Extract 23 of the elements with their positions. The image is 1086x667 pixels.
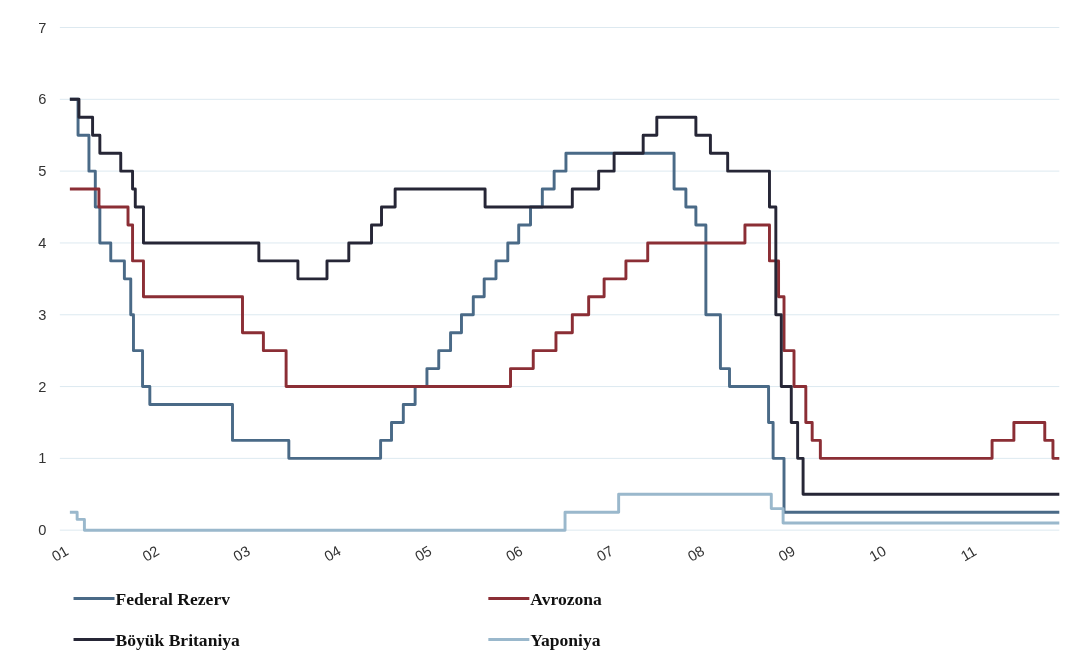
legend-label: Yaponiya [530,629,601,650]
y-tick-label: 0 [38,522,47,539]
x-tick-label: 11 [957,542,980,565]
x-tick-label: 03 [230,542,253,565]
x-tick-label: 01 [48,542,71,565]
x-tick-label: 08 [684,542,707,565]
x-tick-label: 04 [321,542,344,565]
legend-label: Avrozona [530,588,603,609]
x-tick-label: 02 [139,542,162,565]
legend-label: Federal Rezerv [115,588,231,609]
x-tick-label: 05 [412,542,435,565]
x-tick-label: 09 [775,542,798,565]
y-tick-label: 6 [38,91,47,108]
x-tick-label: 06 [503,542,526,565]
y-tick-label: 5 [38,163,47,180]
legend-label: Böyük Britaniya [115,629,241,650]
y-tick-label: 2 [38,378,47,395]
y-tick-label: 1 [38,450,47,467]
y-tick-label: 7 [38,19,47,36]
x-tick-label: 07 [594,542,617,565]
y-tick-label: 3 [38,306,47,323]
y-tick-label: 4 [38,235,47,252]
x-tick-label: 10 [866,542,889,565]
